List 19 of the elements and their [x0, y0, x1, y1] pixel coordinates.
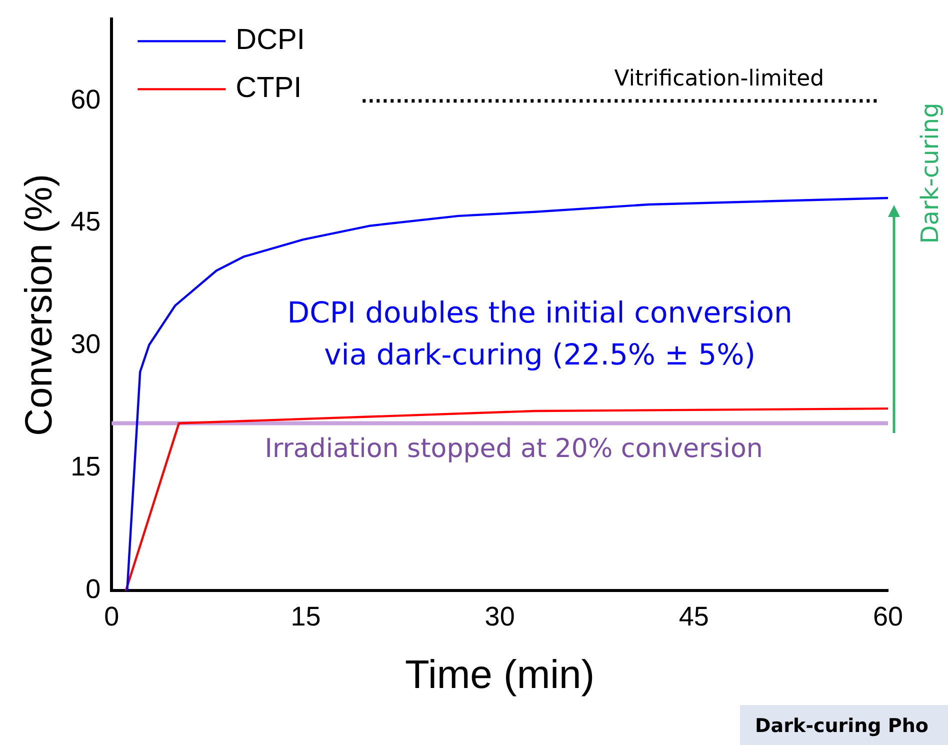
- legend-label: DCPI: [236, 24, 305, 56]
- y-tick-label: 45: [70, 206, 101, 237]
- x-axis-title: Time (min): [405, 653, 595, 698]
- y-tick-label: 60: [70, 84, 101, 114]
- text: Dark-curing Pho: [755, 714, 928, 737]
- x-tick-label: 45: [678, 601, 709, 632]
- legend-label: CTPI: [236, 72, 302, 104]
- ref-line-label: Irradiation stopped at 20% conversion: [264, 434, 763, 464]
- x-tick-label: 0: [104, 601, 120, 632]
- y-tick-label: 30: [70, 329, 101, 360]
- annotation: DCPI doubles the initial conversion via dark-curing (22.5% ± 5%): [287, 296, 792, 372]
- x-tick-label: 15: [290, 601, 321, 632]
- y-axis-title: Conversion (%): [18, 174, 60, 436]
- y-tick-label: 15: [70, 452, 101, 482]
- annotation: Vitrification-limited: [614, 66, 824, 92]
- x-tick-label: 60: [872, 601, 904, 632]
- y-tick-label: 0: [86, 574, 101, 604]
- text: Dark-curing: [916, 102, 944, 244]
- x-tick-label: 30: [484, 601, 515, 632]
